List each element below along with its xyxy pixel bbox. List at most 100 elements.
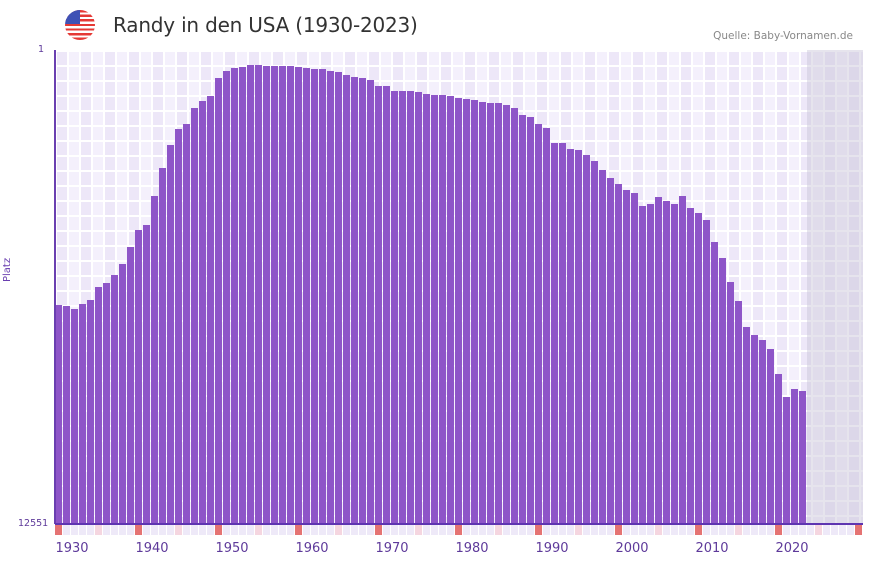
bar-1996[interactable] (583, 155, 590, 524)
bar-2002[interactable] (631, 193, 638, 524)
bar-2010[interactable] (695, 213, 702, 524)
bar-1950[interactable] (215, 77, 222, 524)
bar-1968[interactable] (359, 77, 366, 524)
bar-1974[interactable] (407, 90, 414, 524)
bar-1964[interactable] (327, 70, 334, 524)
bar-1995[interactable] (575, 150, 582, 524)
bar-2012[interactable] (711, 241, 718, 524)
bar-2018[interactable] (759, 340, 766, 524)
bar-2021[interactable] (783, 396, 790, 524)
bar-2005[interactable] (655, 196, 662, 524)
bar-2007[interactable] (671, 204, 678, 524)
bar-1937[interactable] (111, 275, 118, 524)
bar-1999[interactable] (607, 177, 614, 524)
bar-1957[interactable] (271, 66, 278, 524)
bar-2006[interactable] (663, 201, 670, 524)
bar-2011[interactable] (703, 220, 710, 524)
bar-1975[interactable] (415, 92, 422, 524)
year-marker (463, 525, 470, 535)
year-marker (735, 525, 742, 535)
bar-1960[interactable] (295, 67, 302, 524)
bar-1933[interactable] (79, 304, 86, 524)
bar-2004[interactable] (647, 204, 654, 524)
bar-2001[interactable] (623, 189, 630, 524)
bar-2013[interactable] (719, 258, 726, 524)
bar-1946[interactable] (183, 123, 190, 524)
bar-1978[interactable] (439, 95, 446, 524)
bar-1981[interactable] (463, 98, 470, 524)
bar-1992[interactable] (551, 142, 558, 524)
bar-2009[interactable] (687, 207, 694, 524)
bar-1958[interactable] (279, 66, 286, 524)
bar-1935[interactable] (95, 287, 102, 524)
bar-1953[interactable] (239, 67, 246, 524)
bar-1959[interactable] (287, 66, 294, 524)
bar-1947[interactable] (191, 107, 198, 524)
bar-1945[interactable] (175, 129, 182, 524)
bar-1954[interactable] (247, 65, 254, 524)
bar-1962[interactable] (311, 68, 318, 524)
bar-2017[interactable] (751, 334, 758, 524)
bar-1948[interactable] (199, 101, 206, 524)
bar-1990[interactable] (535, 123, 542, 524)
bar-1989[interactable] (527, 116, 534, 524)
bar-1972[interactable] (391, 90, 398, 524)
bar-1932[interactable] (71, 308, 78, 524)
bar-2023[interactable] (799, 390, 806, 524)
bar-1931[interactable] (63, 305, 70, 524)
bar-1944[interactable] (167, 145, 174, 524)
bar-1965[interactable] (335, 71, 342, 524)
bar-1979[interactable] (447, 95, 454, 524)
bar-1963[interactable] (319, 68, 326, 524)
year-marker (119, 525, 126, 535)
bar-2020[interactable] (775, 374, 782, 524)
bar-2016[interactable] (743, 326, 750, 524)
bar-1966[interactable] (343, 75, 350, 524)
bar-1970[interactable] (375, 86, 382, 524)
bar-1988[interactable] (519, 114, 526, 524)
year-marker (783, 525, 790, 535)
bar-1941[interactable] (143, 224, 150, 524)
bar-1936[interactable] (103, 283, 110, 524)
bar-1955[interactable] (255, 65, 262, 524)
bar-2003[interactable] (639, 205, 646, 524)
bar-1938[interactable] (119, 263, 126, 524)
bar-1985[interactable] (495, 103, 502, 524)
bar-1994[interactable] (567, 149, 574, 524)
bar-1969[interactable] (367, 79, 374, 524)
bar-1977[interactable] (431, 95, 438, 524)
bar-1993[interactable] (559, 142, 566, 524)
bar-2008[interactable] (679, 196, 686, 524)
bar-2019[interactable] (767, 349, 774, 524)
source-link[interactable]: Quelle: Baby-Vornamen.de (713, 30, 853, 42)
bar-1971[interactable] (383, 86, 390, 524)
bar-1940[interactable] (135, 230, 142, 524)
bar-1983[interactable] (479, 102, 486, 524)
bar-1951[interactable] (223, 70, 230, 524)
bar-1998[interactable] (599, 169, 606, 524)
bar-1973[interactable] (399, 90, 406, 524)
bar-1991[interactable] (543, 128, 550, 524)
bar-1976[interactable] (423, 94, 430, 524)
bar-1934[interactable] (87, 299, 94, 524)
bar-1939[interactable] (127, 247, 134, 524)
bar-2014[interactable] (727, 281, 734, 524)
bar-1982[interactable] (471, 99, 478, 524)
bar-1997[interactable] (591, 160, 598, 524)
bar-2022[interactable] (791, 388, 798, 524)
bar-1930[interactable] (55, 305, 62, 524)
bar-1967[interactable] (351, 77, 358, 524)
bar-2015[interactable] (735, 301, 742, 524)
bar-2000[interactable] (615, 184, 622, 524)
bar-1952[interactable] (231, 68, 238, 524)
bar-1942[interactable] (151, 196, 158, 524)
year-marker (391, 525, 398, 535)
bar-1956[interactable] (263, 66, 270, 524)
bar-1943[interactable] (159, 168, 166, 524)
bar-1980[interactable] (455, 97, 462, 524)
bar-1961[interactable] (303, 68, 310, 524)
bar-1984[interactable] (487, 103, 494, 524)
bar-1986[interactable] (503, 104, 510, 524)
bar-1987[interactable] (511, 107, 518, 524)
bar-1949[interactable] (207, 95, 214, 524)
